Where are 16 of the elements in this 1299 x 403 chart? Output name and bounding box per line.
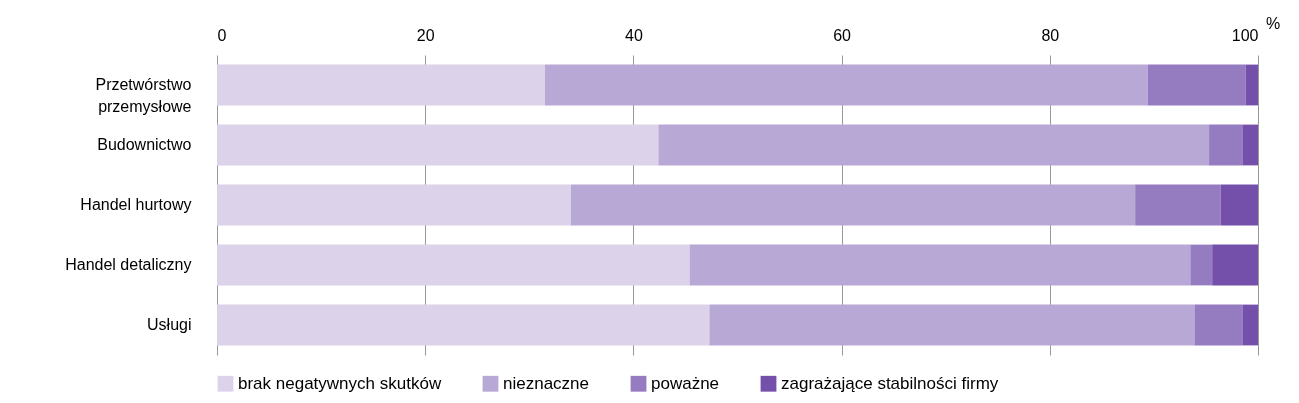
x-tick-label: 0 bbox=[217, 26, 227, 44]
legend-label: brak negatywnych skutków bbox=[238, 373, 442, 393]
y-tick-label: Usługi bbox=[147, 316, 192, 333]
y-tick-label: Budownictwo bbox=[97, 136, 192, 153]
legend-label: poważne bbox=[651, 373, 720, 393]
x-tick-label: 60 bbox=[833, 26, 852, 44]
x-tick-label: 20 bbox=[416, 26, 435, 44]
x-tick-label: 40 bbox=[625, 26, 643, 44]
y-tick-label: Handel hurtowy bbox=[80, 196, 192, 213]
x-tick-label: 100 bbox=[1231, 26, 1259, 44]
y-tick-label: Przetwórstwo przemysłowe bbox=[95, 76, 192, 115]
legend-label: nieznaczne bbox=[503, 373, 590, 393]
legend-label: zagrażające stabilności firmy bbox=[781, 373, 999, 393]
x-tick-label: 80 bbox=[1041, 26, 1060, 44]
x-axis-title: % bbox=[1266, 15, 1281, 32]
y-tick-label: Handel detaliczny bbox=[65, 256, 192, 273]
